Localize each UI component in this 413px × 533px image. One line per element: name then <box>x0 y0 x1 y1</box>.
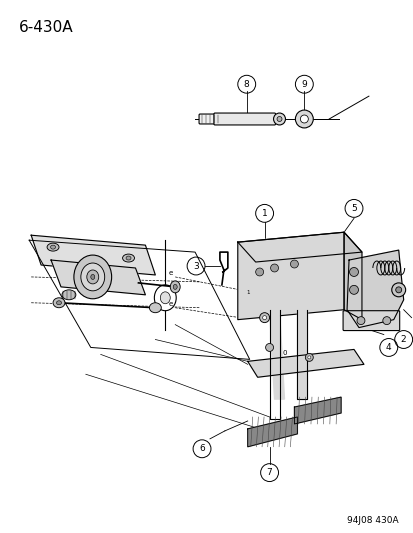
Polygon shape <box>31 235 155 275</box>
Text: e: e <box>168 301 172 306</box>
Ellipse shape <box>50 245 55 249</box>
Text: e: e <box>168 270 172 276</box>
Ellipse shape <box>265 343 273 351</box>
Polygon shape <box>346 250 403 328</box>
Polygon shape <box>247 417 297 447</box>
Ellipse shape <box>90 274 95 279</box>
Ellipse shape <box>160 292 170 304</box>
Ellipse shape <box>395 287 401 293</box>
Text: 94J08 430A: 94J08 430A <box>346 516 398 526</box>
Ellipse shape <box>87 270 98 284</box>
Ellipse shape <box>356 317 364 325</box>
Polygon shape <box>51 260 145 295</box>
Text: 7: 7 <box>266 468 272 477</box>
Polygon shape <box>269 310 284 399</box>
Ellipse shape <box>62 290 76 300</box>
Ellipse shape <box>47 243 59 251</box>
Polygon shape <box>247 350 363 377</box>
Text: 9: 9 <box>301 80 306 88</box>
Ellipse shape <box>295 110 313 128</box>
Text: 8: 8 <box>243 80 249 88</box>
Polygon shape <box>297 310 306 399</box>
Ellipse shape <box>173 285 177 289</box>
Text: 5: 5 <box>350 204 356 213</box>
FancyBboxPatch shape <box>214 113 275 125</box>
Ellipse shape <box>122 254 134 262</box>
Polygon shape <box>237 232 343 320</box>
Ellipse shape <box>81 263 104 291</box>
Ellipse shape <box>270 264 278 272</box>
Text: 4: 4 <box>385 343 391 352</box>
Polygon shape <box>294 397 340 424</box>
Ellipse shape <box>126 256 131 260</box>
FancyBboxPatch shape <box>342 311 399 330</box>
Ellipse shape <box>74 255 112 299</box>
Ellipse shape <box>170 281 180 293</box>
Ellipse shape <box>305 353 313 361</box>
Text: 6-430A: 6-430A <box>19 20 74 35</box>
Ellipse shape <box>53 298 65 308</box>
Text: 0: 0 <box>282 350 286 357</box>
Ellipse shape <box>273 113 285 125</box>
Ellipse shape <box>290 260 298 268</box>
Ellipse shape <box>154 285 176 311</box>
Text: 1: 1 <box>246 290 249 295</box>
Ellipse shape <box>57 301 62 305</box>
Ellipse shape <box>149 303 161 313</box>
Polygon shape <box>343 232 361 320</box>
Text: 6: 6 <box>199 445 204 453</box>
Ellipse shape <box>255 268 263 276</box>
Ellipse shape <box>262 316 266 320</box>
Ellipse shape <box>307 356 310 359</box>
Text: 3: 3 <box>193 262 199 271</box>
FancyBboxPatch shape <box>199 114 221 124</box>
Ellipse shape <box>259 313 269 322</box>
Text: 2: 2 <box>400 335 406 344</box>
Ellipse shape <box>300 115 308 123</box>
Ellipse shape <box>349 268 358 277</box>
Ellipse shape <box>276 117 281 122</box>
Polygon shape <box>237 232 361 262</box>
Ellipse shape <box>382 317 390 325</box>
Ellipse shape <box>349 285 358 294</box>
Ellipse shape <box>391 283 405 297</box>
Text: 1: 1 <box>261 209 267 218</box>
